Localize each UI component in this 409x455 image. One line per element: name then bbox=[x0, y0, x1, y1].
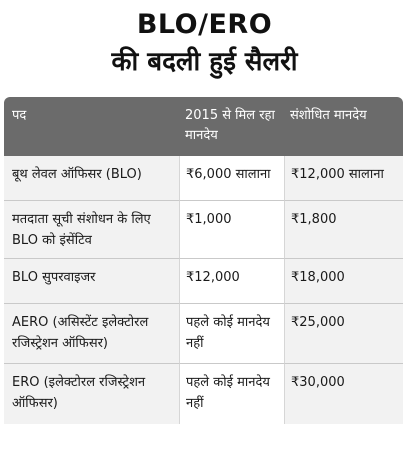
cell-old-honorarium: ₹1,000 bbox=[179, 201, 284, 259]
header-revised-honorarium: संशोधित मानदेय bbox=[284, 97, 403, 156]
cell-new-honorarium: ₹30,000 bbox=[284, 364, 403, 424]
cell-post: AERO (असिस्टेंट इलेक्टोरल रजिस्ट्रेशन ऑफ… bbox=[4, 304, 179, 364]
cell-new-honorarium: ₹25,000 bbox=[284, 304, 403, 364]
page-title: BLO/ERO की बदली हुई सैलरी bbox=[0, 0, 409, 81]
cell-new-honorarium: ₹12,000 सालाना bbox=[284, 156, 403, 201]
table-row: ERO (इलेक्टोरल रजिस्ट्रेशन ऑफिसर) पहले क… bbox=[4, 364, 403, 424]
cell-post: बूथ लेवल ऑफिसर (BLO) bbox=[4, 156, 179, 201]
table-row: AERO (असिस्टेंट इलेक्टोरल रजिस्ट्रेशन ऑफ… bbox=[4, 304, 403, 364]
cell-new-honorarium: ₹18,000 bbox=[284, 259, 403, 304]
cell-old-honorarium: ₹6,000 सालाना bbox=[179, 156, 284, 201]
table-row: मतदाता सूची संशोधन के लिए BLO को इंसेंटि… bbox=[4, 201, 403, 259]
salary-table-container: पद 2015 से मिल रहा मानदेय संशोधित मानदेय… bbox=[4, 97, 403, 445]
cell-old-honorarium: पहले कोई मानदेय नहीं bbox=[179, 364, 284, 424]
cell-post: BLO सुपरवाइजर bbox=[4, 259, 179, 304]
cell-new-honorarium: ₹1,800 bbox=[284, 201, 403, 259]
title-line-1: BLO/ERO bbox=[136, 9, 273, 40]
header-post: पद bbox=[4, 97, 179, 156]
cell-old-honorarium: पहले कोई मानदेय नहीं bbox=[179, 304, 284, 364]
table-row: बूथ लेवल ऑफिसर (BLO) ₹6,000 सालाना ₹12,0… bbox=[4, 156, 403, 201]
salary-table: पद 2015 से मिल रहा मानदेय संशोधित मानदेय… bbox=[4, 97, 403, 424]
table-header-row: पद 2015 से मिल रहा मानदेय संशोधित मानदेय bbox=[4, 97, 403, 156]
cell-post: ERO (इलेक्टोरल रजिस्ट्रेशन ऑफिसर) bbox=[4, 364, 179, 424]
cell-post: मतदाता सूची संशोधन के लिए BLO को इंसेंटि… bbox=[4, 201, 179, 259]
cell-old-honorarium: ₹12,000 bbox=[179, 259, 284, 304]
header-old-honorarium: 2015 से मिल रहा मानदेय bbox=[179, 97, 284, 156]
table-row: BLO सुपरवाइजर ₹12,000 ₹18,000 bbox=[4, 259, 403, 304]
title-line-2: की बदली हुई सैलरी bbox=[111, 47, 298, 77]
